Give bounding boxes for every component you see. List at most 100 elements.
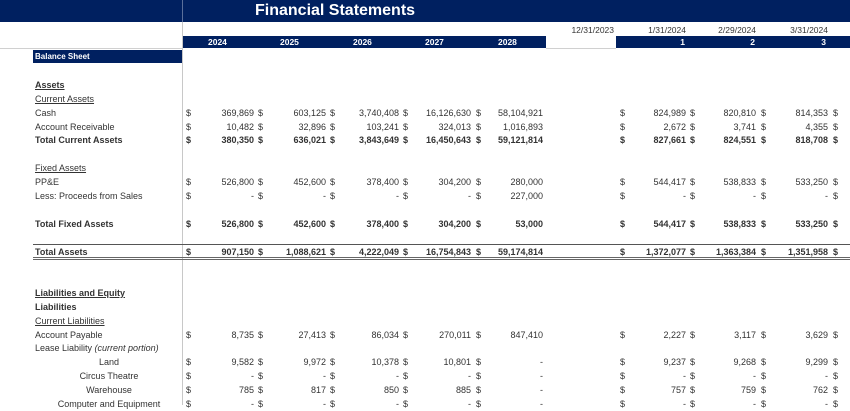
value-cell[interactable]: 227,000 — [510, 191, 543, 201]
value-cell[interactable]: 757 — [670, 385, 686, 395]
value-cell[interactable]: 3,741 — [733, 122, 756, 132]
row-label[interactable]: Total Fixed Assets — [35, 217, 114, 231]
value-cell[interactable]: 452,600 — [293, 177, 326, 187]
value-cell[interactable]: 544,417 — [653, 219, 686, 229]
value-cell[interactable]: - — [468, 371, 471, 381]
value-cell[interactable]: 1,088,621 — [285, 247, 326, 257]
value-cell[interactable]: 603,125 — [293, 108, 326, 118]
value-cell[interactable]: 544,417 — [653, 177, 686, 187]
value-cell[interactable]: 2,227 — [663, 330, 686, 340]
value-cell[interactable]: - — [683, 399, 686, 409]
value-cell[interactable]: 9,582 — [231, 357, 254, 367]
row-label[interactable]: Assets — [35, 78, 65, 92]
value-cell[interactable]: 762 — [812, 385, 828, 395]
value-cell[interactable]: - — [251, 371, 254, 381]
value-cell[interactable]: 818,708 — [795, 135, 828, 145]
value-cell[interactable]: - — [323, 191, 326, 201]
row-label[interactable]: Warehouse — [35, 383, 183, 397]
value-cell[interactable]: 538,833 — [723, 219, 756, 229]
value-cell[interactable]: 824,551 — [723, 135, 756, 145]
value-cell[interactable]: - — [323, 399, 326, 409]
value-cell[interactable]: 538,833 — [723, 177, 756, 187]
value-cell[interactable]: - — [323, 371, 326, 381]
year-header-cell[interactable]: 2024 — [208, 37, 227, 47]
value-cell[interactable]: 103,241 — [366, 122, 399, 132]
date-cell[interactable]: 1/31/2024 — [648, 25, 686, 35]
value-cell[interactable]: 907,150 — [221, 247, 254, 257]
value-cell[interactable]: 369,869 — [221, 108, 254, 118]
value-cell[interactable]: 10,378 — [371, 357, 399, 367]
value-cell[interactable]: 32,896 — [298, 122, 326, 132]
value-cell[interactable]: 636,021 — [293, 135, 326, 145]
value-cell[interactable]: 280,000 — [510, 177, 543, 187]
value-cell[interactable]: 885 — [455, 385, 471, 395]
value-cell[interactable]: - — [251, 399, 254, 409]
row-label[interactable]: Account Payable — [35, 328, 103, 342]
value-cell[interactable]: 8,735 — [231, 330, 254, 340]
value-cell[interactable]: 378,400 — [366, 177, 399, 187]
value-cell[interactable]: 3,117 — [734, 330, 756, 340]
value-cell[interactable]: 526,800 — [221, 219, 254, 229]
value-cell[interactable]: 785 — [238, 385, 254, 395]
value-cell[interactable]: 304,200 — [438, 177, 471, 187]
value-cell[interactable]: - — [825, 371, 828, 381]
value-cell[interactable]: 1,363,384 — [715, 247, 756, 257]
value-cell[interactable]: - — [540, 371, 543, 381]
value-cell[interactable]: 820,810 — [723, 108, 756, 118]
value-cell[interactable]: 1,351,958 — [787, 247, 828, 257]
row-label[interactable]: Less: Proceeds from Sales — [35, 189, 143, 203]
value-cell[interactable]: 16,450,643 — [425, 135, 471, 145]
value-cell[interactable]: - — [753, 399, 756, 409]
value-cell[interactable]: 10,801 — [443, 357, 471, 367]
row-label[interactable]: Liabilities and Equity — [35, 286, 125, 300]
value-cell[interactable]: 3,740,408 — [358, 108, 399, 118]
value-cell[interactable]: 324,013 — [438, 122, 471, 132]
year-header-cell[interactable]: 2025 — [280, 37, 299, 47]
value-cell[interactable]: 16,754,843 — [425, 247, 471, 257]
value-cell[interactable]: 824,989 — [653, 108, 686, 118]
value-cell[interactable]: - — [251, 191, 254, 201]
value-cell[interactable]: 304,200 — [438, 219, 471, 229]
value-cell[interactable]: 827,661 — [653, 135, 686, 145]
value-cell[interactable]: 1,372,077 — [645, 247, 686, 257]
value-cell[interactable]: 380,350 — [221, 135, 254, 145]
value-cell[interactable]: - — [396, 399, 399, 409]
value-cell[interactable]: 16,126,630 — [425, 108, 471, 118]
value-cell[interactable]: 452,600 — [293, 219, 326, 229]
value-cell[interactable]: 9,299 — [805, 357, 828, 367]
row-label[interactable]: Circus Theatre — [35, 369, 183, 383]
row-label[interactable]: Lease Liability (current portion) — [35, 341, 159, 355]
value-cell[interactable]: - — [683, 371, 686, 381]
month-index-cell[interactable]: 2 — [750, 37, 755, 47]
value-cell[interactable]: 814,353 — [795, 108, 828, 118]
row-label[interactable]: Land — [35, 355, 183, 369]
row-label[interactable]: Liabilities — [35, 300, 77, 314]
row-label[interactable]: Total Assets — [35, 245, 88, 259]
value-cell[interactable]: - — [468, 399, 471, 409]
month-index-cell[interactable]: 3 — [821, 37, 826, 47]
row-label[interactable]: Current Assets — [35, 92, 94, 106]
value-cell[interactable]: 58,104,921 — [497, 108, 543, 118]
value-cell[interactable]: 847,410 — [510, 330, 543, 340]
section-label-balance-sheet[interactable]: Balance Sheet — [33, 50, 182, 63]
value-cell[interactable]: 59,121,814 — [497, 135, 543, 145]
value-cell[interactable]: 9,972 — [303, 357, 326, 367]
value-cell[interactable]: - — [540, 399, 543, 409]
date-cell[interactable]: 2/29/2024 — [718, 25, 756, 35]
value-cell[interactable]: 9,268 — [733, 357, 756, 367]
value-cell[interactable]: 10,482 — [226, 122, 254, 132]
year-header-cell[interactable]: 2028 — [498, 37, 517, 47]
value-cell[interactable]: 378,400 — [366, 219, 399, 229]
value-cell[interactable]: 2,672 — [663, 122, 686, 132]
date-cell[interactable]: 3/31/2024 — [790, 25, 828, 35]
row-label[interactable]: Current Liabilities — [35, 314, 105, 328]
value-cell[interactable]: 4,222,049 — [358, 247, 399, 257]
value-cell[interactable]: - — [825, 191, 828, 201]
value-cell[interactable]: - — [540, 385, 543, 395]
value-cell[interactable]: 533,250 — [795, 219, 828, 229]
row-label[interactable]: Fixed Assets — [35, 161, 86, 175]
value-cell[interactable]: 27,413 — [298, 330, 326, 340]
value-cell[interactable]: - — [753, 191, 756, 201]
value-cell[interactable]: - — [753, 371, 756, 381]
value-cell[interactable]: 526,800 — [221, 177, 254, 187]
